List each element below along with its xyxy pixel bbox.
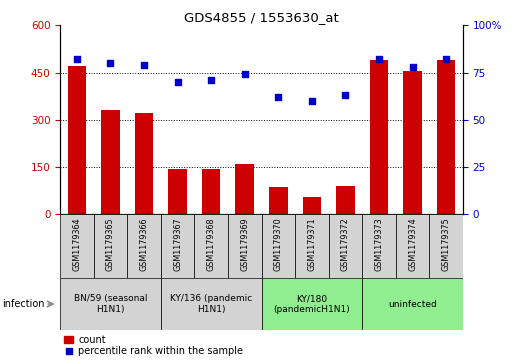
- Text: count: count: [78, 335, 106, 345]
- Bar: [262, 278, 362, 330]
- Point: [308, 98, 316, 104]
- Point: [341, 92, 349, 98]
- Bar: [336, 186, 355, 214]
- Point: [174, 79, 182, 85]
- Text: GSM1179366: GSM1179366: [140, 217, 149, 271]
- Point: [408, 64, 417, 70]
- Text: GSM1179372: GSM1179372: [341, 217, 350, 271]
- Bar: [161, 214, 195, 278]
- Bar: [396, 214, 429, 278]
- Bar: [202, 169, 220, 214]
- Point: [106, 60, 115, 66]
- Title: GDS4855 / 1553630_at: GDS4855 / 1553630_at: [184, 11, 339, 24]
- Bar: [60, 278, 161, 330]
- Bar: [362, 278, 463, 330]
- Bar: [60, 214, 94, 278]
- Text: GSM1179371: GSM1179371: [308, 217, 316, 271]
- Point: [442, 57, 450, 62]
- Bar: [135, 114, 153, 214]
- Bar: [262, 214, 295, 278]
- Bar: [161, 278, 262, 330]
- Bar: [94, 214, 127, 278]
- Text: KY/136 (pandemic
H1N1): KY/136 (pandemic H1N1): [170, 294, 252, 314]
- Bar: [362, 214, 396, 278]
- Bar: [64, 336, 73, 343]
- Point: [140, 62, 148, 68]
- Bar: [403, 71, 422, 214]
- Text: KY/180
(pandemicH1N1): KY/180 (pandemicH1N1): [274, 294, 350, 314]
- Point: [241, 72, 249, 77]
- Text: GSM1179364: GSM1179364: [72, 217, 82, 271]
- Text: GSM1179369: GSM1179369: [240, 217, 249, 271]
- Text: GSM1179367: GSM1179367: [173, 217, 182, 271]
- Bar: [235, 164, 254, 214]
- Bar: [437, 60, 456, 214]
- Bar: [429, 214, 463, 278]
- Bar: [303, 197, 321, 214]
- Bar: [328, 214, 362, 278]
- Point: [73, 57, 81, 62]
- Text: GSM1179365: GSM1179365: [106, 217, 115, 271]
- Bar: [101, 110, 120, 214]
- Point: [64, 348, 73, 354]
- Point: [274, 94, 282, 100]
- Text: GSM1179368: GSM1179368: [207, 217, 215, 271]
- Text: GSM1179375: GSM1179375: [441, 217, 451, 271]
- Text: uninfected: uninfected: [388, 299, 437, 309]
- Point: [375, 57, 383, 62]
- Bar: [195, 214, 228, 278]
- Text: infection: infection: [3, 299, 45, 309]
- Bar: [127, 214, 161, 278]
- Bar: [370, 60, 388, 214]
- Bar: [295, 214, 328, 278]
- Text: percentile rank within the sample: percentile rank within the sample: [78, 346, 243, 356]
- Text: BN/59 (seasonal
H1N1): BN/59 (seasonal H1N1): [74, 294, 147, 314]
- Bar: [168, 168, 187, 214]
- Point: [207, 77, 215, 83]
- Bar: [269, 187, 288, 214]
- Text: GSM1179374: GSM1179374: [408, 217, 417, 271]
- Text: GSM1179370: GSM1179370: [274, 217, 283, 271]
- Text: GSM1179373: GSM1179373: [374, 217, 383, 271]
- Bar: [67, 66, 86, 214]
- Bar: [228, 214, 262, 278]
